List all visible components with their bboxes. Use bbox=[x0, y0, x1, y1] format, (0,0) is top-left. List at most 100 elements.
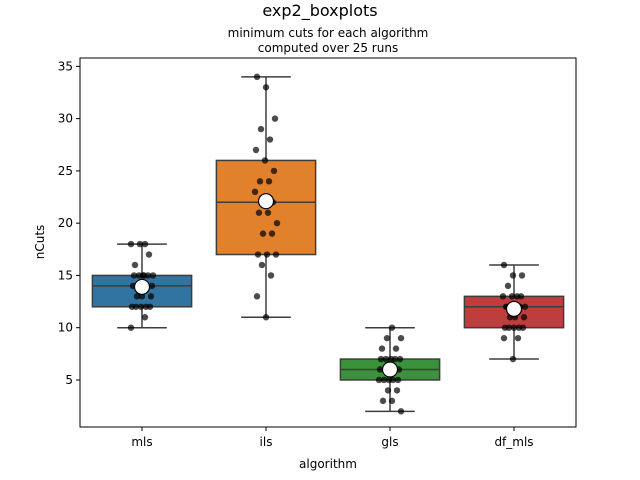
plot-area bbox=[91, 73, 565, 415]
mean-marker bbox=[505, 300, 523, 317]
data-point bbox=[141, 240, 149, 248]
box-group-df-mls bbox=[463, 261, 565, 363]
data-point bbox=[509, 355, 517, 363]
data-point bbox=[262, 84, 270, 91]
data-point bbox=[510, 324, 518, 331]
y-tick-label: 30 bbox=[58, 112, 73, 126]
data-point bbox=[385, 376, 393, 384]
data-point bbox=[255, 209, 263, 216]
chart-subtitle-line-1: minimum cuts for each algorithm bbox=[228, 26, 429, 40]
data-point bbox=[508, 293, 516, 300]
data-point bbox=[393, 387, 401, 394]
mean-marker bbox=[257, 193, 275, 210]
data-point bbox=[388, 397, 396, 405]
y-tick-label: 5 bbox=[65, 373, 73, 387]
data-point bbox=[258, 261, 266, 269]
data-point bbox=[263, 251, 271, 258]
data-point bbox=[127, 240, 135, 248]
data-point bbox=[262, 314, 270, 321]
data-point bbox=[501, 324, 509, 331]
data-point bbox=[518, 272, 526, 279]
data-point bbox=[520, 314, 528, 321]
data-point bbox=[253, 73, 261, 81]
data-point bbox=[272, 251, 280, 258]
mean-marker bbox=[381, 361, 399, 378]
data-point bbox=[392, 345, 400, 352]
data-point bbox=[270, 167, 278, 175]
x-axis-label: algorithm bbox=[299, 457, 357, 471]
data-point bbox=[394, 376, 402, 384]
data-point bbox=[137, 303, 145, 310]
data-point bbox=[504, 282, 512, 290]
y-tick-label: 25 bbox=[58, 164, 73, 178]
data-point bbox=[500, 334, 508, 342]
x-tick-label: mls bbox=[131, 435, 152, 449]
data-point bbox=[380, 376, 388, 384]
data-point bbox=[499, 293, 507, 300]
data-point bbox=[149, 272, 157, 279]
data-point bbox=[140, 272, 148, 279]
data-point bbox=[256, 178, 264, 185]
data-point bbox=[500, 261, 508, 269]
data-point bbox=[388, 324, 396, 331]
data-point bbox=[378, 345, 386, 352]
data-point bbox=[136, 240, 144, 248]
data-point bbox=[273, 219, 281, 227]
data-point bbox=[268, 230, 276, 237]
y-axis-label: nCuts bbox=[33, 225, 47, 260]
data-point bbox=[254, 251, 262, 258]
data-point bbox=[127, 324, 135, 331]
box-group-mls bbox=[91, 240, 193, 331]
data-point bbox=[141, 314, 149, 321]
data-point bbox=[396, 355, 404, 363]
data-point bbox=[267, 272, 275, 279]
axes: 5 10 15 20 25 30 35 mls ils gls df_mls bbox=[58, 59, 534, 449]
chart-title: exp2_boxplots bbox=[262, 1, 377, 21]
data-point bbox=[251, 188, 259, 196]
data-point bbox=[147, 293, 155, 300]
data-point bbox=[397, 408, 405, 415]
x-tick-label: gls bbox=[381, 435, 398, 449]
data-point bbox=[264, 209, 272, 216]
data-point bbox=[375, 376, 383, 384]
data-point bbox=[397, 334, 405, 342]
data-point bbox=[131, 261, 139, 269]
data-point bbox=[376, 366, 384, 373]
data-point bbox=[514, 334, 522, 342]
data-point bbox=[384, 387, 392, 394]
data-point bbox=[259, 230, 267, 237]
mean-marker bbox=[133, 278, 151, 296]
data-point bbox=[130, 272, 138, 279]
data-point bbox=[128, 303, 136, 310]
data-point bbox=[387, 355, 395, 363]
data-point bbox=[135, 272, 143, 279]
data-point bbox=[509, 272, 517, 279]
y-tick-label: 20 bbox=[58, 216, 73, 230]
data-point bbox=[265, 178, 273, 185]
data-point bbox=[253, 293, 261, 300]
box-group-ils bbox=[215, 73, 317, 321]
data-point bbox=[515, 324, 523, 331]
data-point bbox=[377, 355, 385, 363]
y-tick-label: 35 bbox=[58, 59, 73, 73]
data-point bbox=[142, 303, 150, 310]
data-point bbox=[521, 303, 529, 310]
x-tick-label: df_mls bbox=[494, 435, 533, 449]
data-point bbox=[252, 146, 260, 154]
x-tick-label: ils bbox=[260, 435, 273, 449]
plot-frame bbox=[79, 57, 577, 428]
data-point bbox=[383, 334, 391, 342]
data-point bbox=[133, 293, 141, 300]
data-point bbox=[257, 125, 265, 133]
y-tick-label: 15 bbox=[58, 268, 73, 282]
data-point bbox=[266, 136, 274, 143]
data-point bbox=[382, 355, 390, 363]
box-group-gls bbox=[339, 324, 441, 415]
data-point bbox=[271, 115, 279, 122]
chart-subtitle-line-2: computed over 25 runs bbox=[258, 41, 398, 55]
data-point bbox=[261, 157, 269, 164]
data-point bbox=[379, 397, 387, 405]
data-point bbox=[145, 251, 153, 258]
y-tick-label: 10 bbox=[58, 321, 73, 335]
